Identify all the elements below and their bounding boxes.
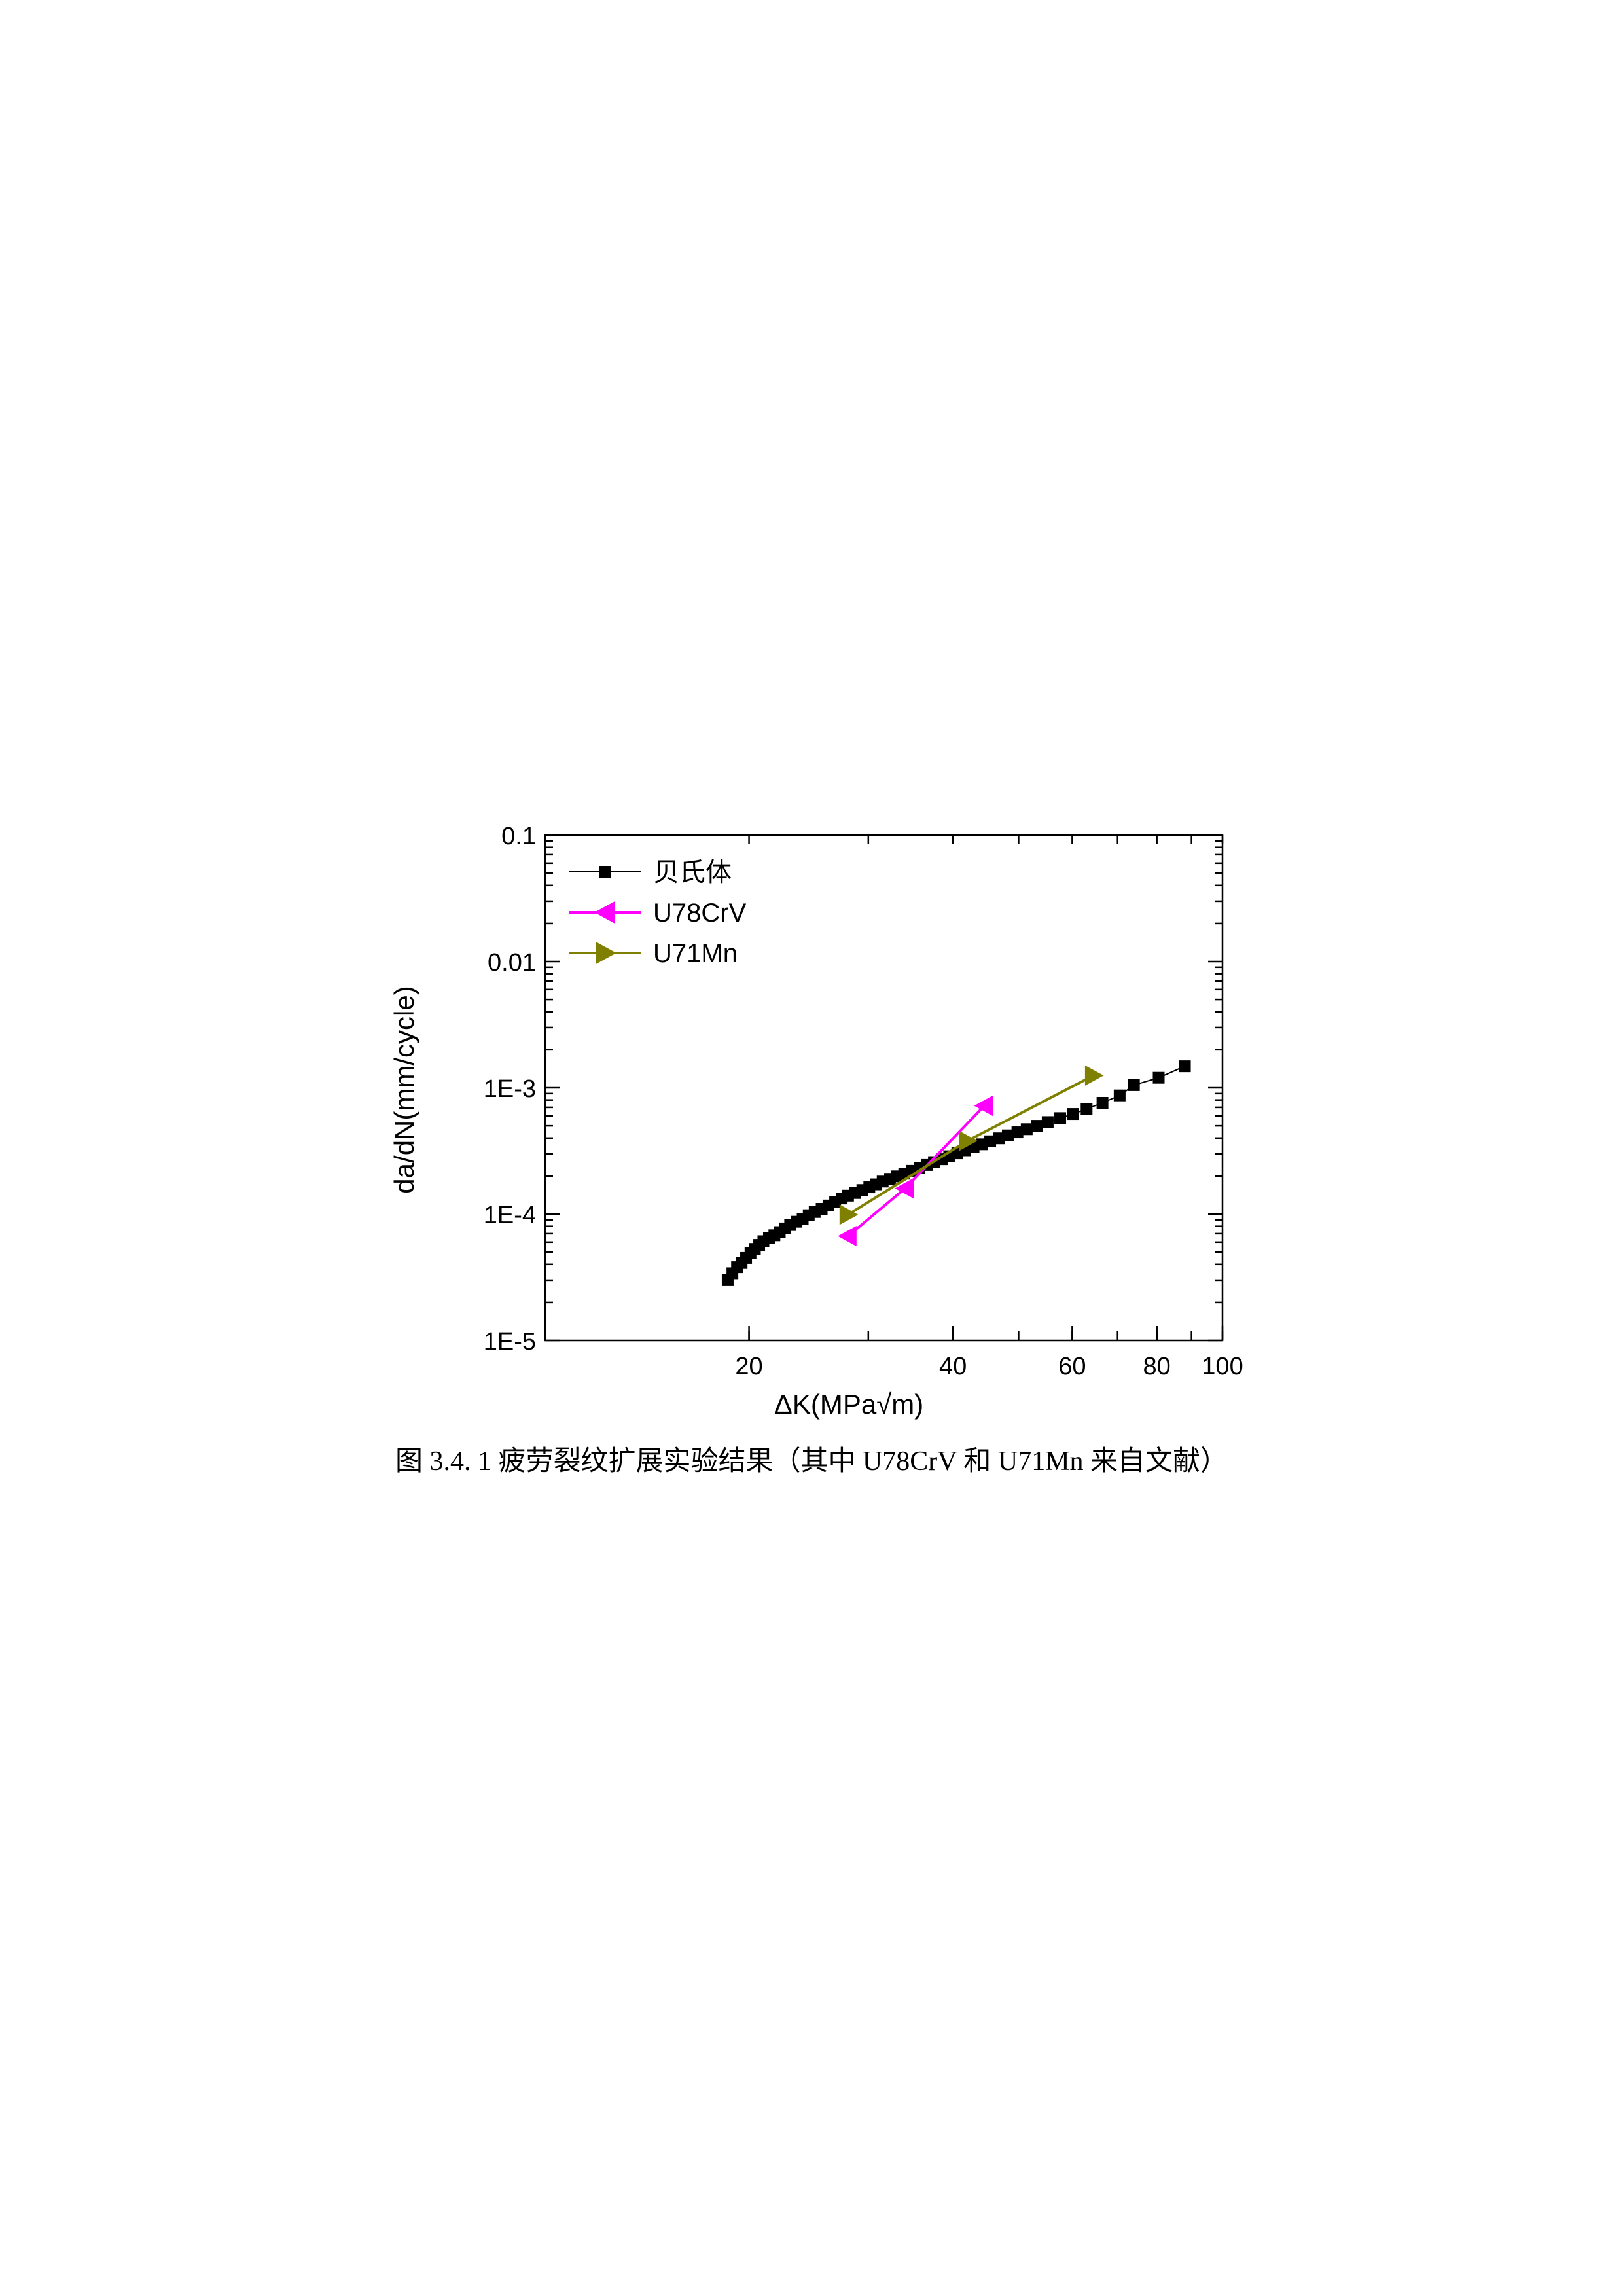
data-point: [1054, 1112, 1067, 1124]
data-point: [895, 1178, 914, 1199]
data-point: [959, 1130, 978, 1151]
data-point: [1011, 1126, 1024, 1139]
data-point: [1020, 1123, 1033, 1136]
data-point: [1113, 1089, 1126, 1102]
y-tick-label: 1E-4: [484, 1202, 536, 1229]
data-point: [1179, 1060, 1191, 1073]
series-U71Mn: [839, 1065, 1104, 1225]
legend: 贝氏体 U78CrV U71Mn: [569, 858, 747, 968]
legend-entry: U78CrV: [569, 899, 747, 927]
y-tick-label: 0.1: [501, 823, 536, 850]
legend-marker: [599, 866, 611, 878]
data-point: [1096, 1097, 1109, 1109]
legend-label: 贝氏体: [653, 858, 732, 887]
series-U78CrV: [838, 1095, 993, 1247]
x-tick-label: 80: [1143, 1353, 1171, 1380]
legend-marker: [594, 901, 615, 924]
data-point: [1001, 1129, 1014, 1141]
legend-entry: 贝氏体: [569, 858, 732, 887]
y-axis-title: da/dN(mm/cycle): [389, 986, 419, 1193]
x-tick-label: 40: [939, 1353, 967, 1380]
data-point: [1080, 1103, 1093, 1115]
y-tick-label: 0.01: [488, 949, 536, 977]
data-point: [1084, 1065, 1104, 1086]
y-tick-label: 1E-3: [484, 1075, 536, 1103]
data-point: [1128, 1079, 1140, 1091]
x-tick-label: 60: [1058, 1353, 1086, 1380]
series-layer: [721, 1060, 1191, 1286]
legend-label: U78CrV: [653, 899, 747, 927]
data-point: [1067, 1108, 1079, 1121]
data-point: [984, 1135, 997, 1147]
plot-frame: [544, 834, 1224, 1342]
x-tick-label: 20: [735, 1353, 762, 1380]
data-point: [1041, 1116, 1054, 1128]
legend-entry: U71Mn: [569, 939, 738, 968]
x-tick-label: 100: [1202, 1353, 1243, 1380]
data-point: [838, 1225, 857, 1247]
series-贝氏体: [721, 1060, 1191, 1286]
figure-caption: 图 3.4. 1 疲劳裂纹扩展实验结果（其中 U78CrV 和 U71Mn 来自…: [395, 1446, 1228, 1477]
legend-marker: [596, 942, 616, 964]
data-point: [1031, 1120, 1043, 1132]
legend-label: U71Mn: [653, 939, 738, 968]
data-point: [1152, 1071, 1165, 1084]
axis-ticks: 20 40 60 80 100 0.1 0.01 1E-3 1E-4 1E-5: [484, 823, 1243, 1380]
data-point: [839, 1204, 859, 1225]
x-axis-title: ΔK(MPa√m): [774, 1389, 923, 1420]
data-point: [974, 1095, 993, 1117]
y-tick-label: 1E-5: [484, 1328, 536, 1355]
